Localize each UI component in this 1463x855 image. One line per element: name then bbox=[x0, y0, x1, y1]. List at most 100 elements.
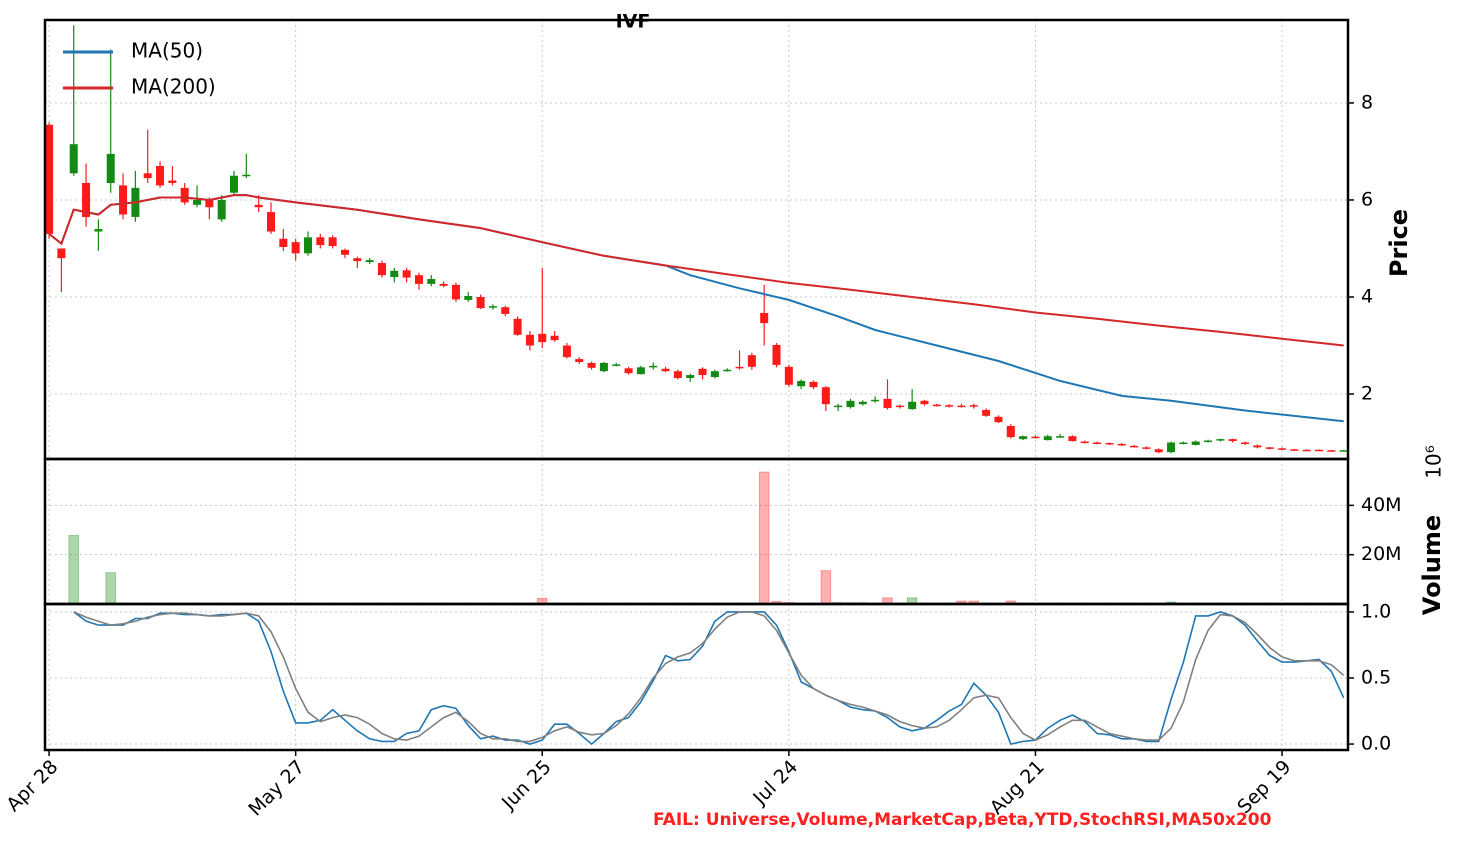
candle-body bbox=[1216, 439, 1225, 441]
candle-body bbox=[772, 345, 781, 365]
axis-offset-label: 10⁶ bbox=[1422, 445, 1446, 478]
legend-label: MA(50) bbox=[131, 39, 203, 63]
candle-body bbox=[316, 237, 325, 246]
panel-frame bbox=[43, 602, 1350, 752]
candle-body bbox=[45, 124, 54, 234]
candle-body bbox=[957, 405, 966, 408]
candle-body bbox=[476, 296, 485, 309]
candle-body bbox=[1006, 426, 1015, 438]
candle-body bbox=[920, 400, 929, 405]
y-tick-label: 1.0 bbox=[1361, 600, 1391, 622]
candle-body bbox=[402, 270, 411, 278]
candle-body bbox=[1080, 441, 1089, 444]
candle-body bbox=[612, 364, 621, 366]
candle-body bbox=[649, 365, 658, 368]
candle-body bbox=[1167, 442, 1176, 453]
candle-body bbox=[821, 387, 830, 405]
y-axis-label: Price bbox=[1385, 209, 1413, 277]
candle-body bbox=[538, 333, 547, 343]
volume-bar bbox=[758, 471, 770, 605]
candle-body bbox=[1253, 445, 1262, 448]
candle-body bbox=[686, 375, 695, 378]
x-tick-label: May 27 bbox=[244, 756, 309, 821]
y-tick-label: 0.0 bbox=[1361, 733, 1391, 755]
stoch-line bbox=[73, 611, 1345, 746]
candle-body bbox=[156, 166, 165, 186]
candle-body bbox=[1327, 450, 1336, 452]
y-axis-label: Volume bbox=[1418, 515, 1446, 615]
stoch-line bbox=[73, 611, 1345, 743]
volume-bar bbox=[68, 534, 80, 605]
candle-body bbox=[599, 362, 608, 372]
candle-body bbox=[242, 174, 251, 177]
candle-body bbox=[193, 199, 202, 205]
candle-body bbox=[488, 306, 497, 308]
volume-bar bbox=[820, 570, 832, 605]
candle-body bbox=[1130, 445, 1139, 448]
candle-body bbox=[661, 368, 670, 372]
candle-body bbox=[1154, 449, 1163, 453]
candle-body bbox=[809, 381, 818, 388]
candle-body bbox=[969, 405, 978, 407]
candle-body bbox=[735, 366, 744, 369]
candle-body bbox=[1339, 450, 1348, 452]
candle-body bbox=[94, 229, 103, 232]
candle-body bbox=[69, 144, 78, 174]
candle-body bbox=[1031, 436, 1040, 439]
candle-body bbox=[377, 263, 386, 276]
candle-body bbox=[303, 237, 312, 254]
candle-body bbox=[414, 275, 423, 284]
candle-body bbox=[279, 238, 288, 248]
candle-body bbox=[1204, 440, 1213, 443]
candle-body bbox=[1191, 441, 1200, 445]
candle-body bbox=[525, 334, 534, 346]
candle-body bbox=[1019, 436, 1028, 440]
candle-body bbox=[1093, 442, 1102, 445]
volume-bar bbox=[105, 572, 117, 605]
candle-body bbox=[1228, 439, 1237, 442]
candle-body bbox=[266, 212, 276, 232]
y-tick-label: 8 bbox=[1361, 91, 1373, 113]
candle-body bbox=[760, 312, 769, 324]
candle-body bbox=[439, 283, 448, 286]
candle-body bbox=[747, 355, 756, 367]
candle-body bbox=[254, 204, 263, 208]
candle-body bbox=[994, 416, 1003, 423]
candle-body bbox=[205, 199, 214, 208]
candle-body bbox=[106, 153, 115, 183]
x-tick-label: Apr 28 bbox=[2, 756, 62, 816]
candle-body bbox=[550, 335, 559, 341]
candle-body bbox=[464, 296, 473, 300]
candle-body bbox=[562, 345, 571, 358]
candle-body bbox=[168, 180, 177, 183]
candle-body bbox=[57, 248, 66, 259]
y-tick-label: 0.5 bbox=[1361, 666, 1391, 688]
candle-body bbox=[871, 399, 880, 402]
y-tick-label: 2 bbox=[1361, 382, 1373, 404]
x-tick-label: Jul 24 bbox=[748, 756, 802, 810]
candle-body bbox=[797, 380, 806, 387]
x-tick-label: Jun 25 bbox=[497, 756, 556, 815]
panel-frame bbox=[43, 457, 1350, 606]
y-tick-label: 4 bbox=[1361, 285, 1373, 307]
candle-body bbox=[513, 318, 522, 335]
panel-frame bbox=[43, 18, 1350, 461]
candle-body bbox=[1241, 442, 1250, 445]
candle-body bbox=[1117, 443, 1126, 446]
candle-body bbox=[1142, 447, 1151, 449]
candle-body bbox=[710, 371, 719, 378]
candle-body bbox=[217, 199, 226, 220]
candle-body bbox=[673, 371, 682, 378]
candle-body bbox=[1068, 436, 1077, 442]
candle-body bbox=[636, 367, 645, 375]
legend-label: MA(200) bbox=[131, 75, 216, 99]
x-tick-label: Sep 19 bbox=[1233, 756, 1295, 818]
y-tick-label: 20M bbox=[1361, 543, 1402, 565]
candle-body bbox=[82, 182, 91, 217]
candle-body bbox=[575, 359, 584, 362]
candle-body bbox=[328, 237, 337, 247]
candle-body bbox=[723, 369, 732, 372]
candle-body bbox=[1278, 448, 1287, 450]
candle-body bbox=[1179, 442, 1188, 445]
